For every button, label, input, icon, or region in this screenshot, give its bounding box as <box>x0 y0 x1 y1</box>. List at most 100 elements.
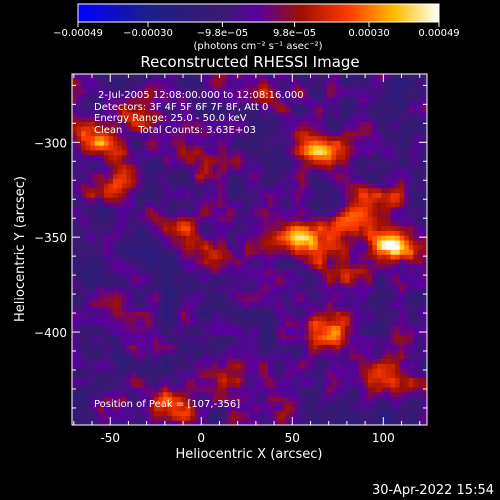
heatmap-cell <box>181 159 187 165</box>
heatmap-cell <box>249 221 255 227</box>
heatmap-cell <box>285 240 291 246</box>
heatmap-cell <box>267 273 273 279</box>
heatmap-cell <box>372 353 378 360</box>
heatmap-cell <box>372 349 378 355</box>
heatmap-cell <box>326 168 332 175</box>
heatmap-cell <box>254 235 260 241</box>
heatmap-cell <box>249 192 255 198</box>
heatmap-cell <box>272 254 278 260</box>
heatmap-cell <box>199 387 205 393</box>
heatmap-cell <box>254 173 260 179</box>
heatmap-cell <box>295 197 301 203</box>
heatmap-cell <box>290 187 296 194</box>
heatmap-cell <box>363 221 369 227</box>
heatmap-cell <box>317 206 323 213</box>
heatmap-cell <box>203 206 210 213</box>
heatmap-cell <box>222 330 228 336</box>
heatmap-cell <box>226 230 232 236</box>
heatmap-cell <box>254 263 260 269</box>
heatmap-cell <box>313 244 319 250</box>
heatmap-cell <box>81 130 87 137</box>
heatmap-cell <box>149 78 155 84</box>
heatmap-cell <box>126 235 132 241</box>
heatmap-cell <box>117 173 123 179</box>
heatmap-cell <box>94 216 100 222</box>
heatmap-cell <box>281 230 287 236</box>
heatmap-cell <box>267 330 273 336</box>
heatmap-cell <box>185 249 191 255</box>
heatmap-cell <box>153 202 159 208</box>
heatmap-cell <box>85 240 91 246</box>
heatmap-cell <box>103 296 109 303</box>
heatmap-cell <box>126 372 132 379</box>
heatmap-cell <box>222 287 228 293</box>
heatmap-cell <box>244 235 250 241</box>
heatmap-cell <box>281 97 287 103</box>
heatmap-cell <box>231 206 237 213</box>
heatmap-cell <box>103 277 109 284</box>
heatmap-cell <box>299 349 305 355</box>
heatmap-cell <box>304 368 310 374</box>
heatmap-cell <box>99 102 105 108</box>
heatmap-cell <box>103 126 109 132</box>
heatmap-cell <box>72 202 78 208</box>
heatmap-cell <box>213 225 219 232</box>
heatmap-cell <box>299 382 305 388</box>
heatmap-cell <box>117 339 123 345</box>
heatmap-cell <box>226 396 232 402</box>
heatmap-cell <box>263 192 269 198</box>
heatmap-cell <box>203 254 210 260</box>
heatmap-cell <box>317 97 323 103</box>
heatmap-cell <box>335 240 342 246</box>
heatmap-cell <box>363 410 369 417</box>
heatmap-cell <box>185 282 191 288</box>
heatmap-cell <box>240 254 246 260</box>
heatmap-cell <box>203 235 210 241</box>
colorbar-ticks: −0.00049 −0.00030 −9.8e−05 9.8e−05 0.00030 0.… <box>53 22 460 39</box>
heatmap-cell <box>140 396 146 402</box>
heatmap-cell <box>190 168 196 175</box>
heatmap-cell <box>281 88 287 94</box>
heatmap-cell <box>99 183 105 189</box>
heatmap-cell <box>122 145 128 151</box>
heatmap-cell <box>249 111 255 118</box>
heatmap-cell <box>208 339 214 345</box>
heatmap-cell <box>304 415 310 421</box>
heatmap-cell <box>203 149 210 156</box>
heatmap-cell <box>272 240 278 246</box>
heatmap-cell <box>81 263 87 269</box>
heatmap-cell <box>213 126 219 132</box>
heatmap-cell <box>199 410 205 417</box>
heatmap-cell <box>244 154 250 160</box>
heatmap-cell <box>199 292 205 298</box>
heatmap-cell <box>367 325 373 331</box>
heatmap-cell <box>258 311 264 317</box>
heatmap-cell <box>263 206 269 213</box>
heatmap-cell <box>213 145 219 151</box>
heatmap-cell <box>326 235 332 241</box>
heatmap-cell <box>299 168 305 175</box>
heatmap-cell <box>349 178 355 184</box>
heatmap-cell <box>163 225 169 232</box>
heatmap-cell <box>331 415 337 421</box>
heatmap-cell <box>208 263 214 269</box>
heatmap-cell <box>335 206 342 213</box>
heatmap-cell <box>72 74 78 80</box>
heatmap-cell <box>240 211 246 217</box>
heatmap-cell <box>231 258 237 265</box>
heatmap-cell <box>158 206 164 213</box>
heatmap-cell <box>203 301 210 307</box>
heatmap-cell <box>240 230 246 236</box>
heatmap-cell <box>222 140 228 146</box>
heatmap-cell <box>144 178 150 184</box>
heatmap-cell <box>135 92 141 99</box>
heatmap-cell <box>153 282 159 288</box>
heatmap-cell <box>354 130 360 137</box>
heatmap-cell <box>326 315 332 322</box>
heatmap-cell <box>272 415 278 421</box>
heatmap-cell <box>313 406 319 412</box>
heatmap-cell <box>354 206 360 213</box>
heatmap-cell <box>158 130 164 137</box>
heatmap-cell <box>226 273 232 279</box>
heatmap-cell <box>263 315 269 322</box>
